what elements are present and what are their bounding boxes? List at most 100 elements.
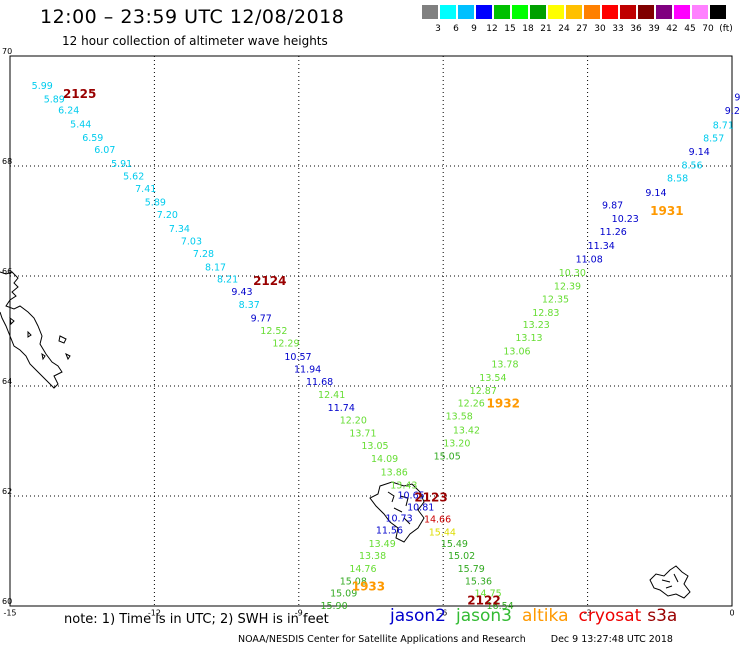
color-scale-label: 36 (630, 24, 642, 34)
color-swatch (566, 5, 582, 19)
wave-height-value: 8.57 (703, 134, 724, 145)
pass-labels-layer: 2125 2124 1931 1932 2123 1933 2122 (63, 87, 684, 608)
wave-height-value: 13.71 (349, 428, 376, 439)
color-scale-label: 12 (486, 24, 498, 34)
wave-height-value: 13.78 (491, 360, 518, 371)
wave-height-value: 9.87 (602, 201, 623, 212)
faroe-inner (387, 491, 411, 525)
wave-height-value: 7.20 (157, 210, 178, 221)
wave-height-value: 13.23 (523, 320, 550, 331)
pass-number-label: 2123 (414, 491, 447, 505)
wave-height-value: 5.89 (145, 197, 166, 208)
color-swatch (548, 5, 564, 19)
wave-height-value: 11.68 (306, 377, 333, 388)
page-subtitle: 12 hour collection of altimeter wave hei… (62, 34, 328, 48)
lat-tick-label: 66 (2, 267, 12, 276)
wave-height-value: 5.89 (44, 95, 65, 106)
wave-height-value: 12.35 (542, 295, 569, 306)
color-scale-label: 45 (684, 24, 696, 34)
faroe-islands (369, 481, 425, 543)
lat-tick-label: 64 (2, 377, 12, 386)
color-swatch (584, 5, 600, 19)
lat-tick-label: 62 (2, 487, 12, 496)
wave-height-value: 15.90 (320, 601, 347, 612)
wave-height-value: 13.49 (369, 539, 396, 550)
wave-height-value: 8.17 (205, 262, 226, 273)
lon-tick-label: -15 (3, 609, 16, 618)
color-swatch (458, 5, 474, 19)
wave-height-value: 13.20 (443, 438, 470, 449)
color-swatch (440, 5, 456, 19)
wave-height-value: 12.52 (260, 326, 287, 337)
wave-height-value: 9.29 (725, 106, 740, 117)
map-frame (9, 55, 733, 607)
color-scale-label: 3 (435, 24, 441, 34)
wave-height-value: 9.77 (251, 313, 272, 324)
lon-tick-label: -9 (295, 609, 303, 618)
map-grid (9, 55, 733, 607)
legend-jason2: jason2 (390, 606, 446, 626)
pass-number-label: 2125 (63, 87, 96, 101)
wave-height-value: 13.86 (381, 467, 408, 478)
wave-height-value: 15.05 (434, 451, 461, 462)
wave-height-value: 8.56 (681, 161, 702, 172)
wave-height-value: 13.13 (515, 333, 542, 344)
axis-ticks: -15 -12 -9 -6 -3 0 70 68 66 64 62 60 (2, 47, 735, 618)
color-swatch (494, 5, 510, 19)
wave-height-value: 13.06 (503, 346, 530, 357)
color-scale-label: 33 (612, 24, 624, 34)
color-scale-label: 39 (648, 24, 660, 34)
wave-height-value: 15.49 (441, 539, 468, 550)
wave-height-value: 13.43 (390, 481, 417, 492)
wave-height-value: 15.02 (448, 551, 475, 562)
wave-height-value: 12.41 (318, 390, 345, 401)
pass-number-label: 1932 (487, 397, 520, 411)
pass-number-label: 1931 (650, 204, 683, 218)
wave-height-value: 15.36 (465, 576, 492, 587)
wave-height-value: 11.94 (294, 365, 321, 376)
footer: NOAA/NESDIS Center for Satellite Applica… (238, 634, 673, 645)
color-scale-label: 70 (702, 24, 714, 34)
color-scale-label: 18 (522, 24, 534, 34)
wave-height-value: 9.43 (231, 287, 252, 298)
color-scale-label: 30 (594, 24, 606, 34)
wave-height-value: 7.34 (169, 224, 190, 235)
wave-height-value: 10.73 (385, 514, 412, 525)
satellite-legend: jason2 jason3 altika cryosat s3a (390, 606, 687, 626)
color-scale-label: 42 (666, 24, 678, 34)
wave-height-value: 15.08 (340, 576, 367, 587)
wave-height-value: 10.81 (407, 503, 434, 514)
color-swatch (476, 5, 492, 19)
color-swatch (656, 5, 672, 19)
wave-height-value: 5.62 (123, 172, 144, 183)
wave-height-value: 7.41 (135, 184, 156, 195)
wave-height-value: 15.44 (429, 527, 456, 538)
greenland-islands (9, 316, 71, 361)
wave-height-value: 9.14 (689, 147, 710, 158)
wave-height-value: 6.07 (94, 145, 115, 156)
color-swatch (512, 5, 528, 19)
shetland-islands (649, 565, 691, 599)
color-scale-label: 21 (540, 24, 552, 34)
lat-tick-label: 70 (2, 47, 12, 56)
wave-height-value: 16.54 (487, 601, 514, 612)
wave-height-value: 8.71 (713, 120, 734, 131)
legend-jason3: jason3 (456, 606, 512, 626)
footer-timestamp: Dec 9 13:27:48 UTC 2018 (550, 634, 673, 645)
wave-height-value: 7.03 (181, 236, 202, 247)
lon-tick-label: -6 (439, 609, 447, 618)
wave-height-value: 8.58 (667, 174, 688, 185)
wave-height-value: 14.76 (349, 564, 376, 575)
shetland-inner (661, 573, 679, 589)
color-scale-label: 6 (453, 24, 459, 34)
wave-height-value: 8.37 (239, 300, 260, 311)
lon-tick-label: -3 (584, 609, 592, 618)
legend-s3a: s3a (647, 606, 678, 626)
wave-height-value: 6.24 (58, 106, 79, 117)
wave-height-value: 10.30 (559, 268, 586, 279)
wave-height-value: 5.99 (32, 81, 53, 92)
color-scale-label: 15 (504, 24, 516, 34)
wave-height-value: 12.29 (272, 339, 299, 350)
